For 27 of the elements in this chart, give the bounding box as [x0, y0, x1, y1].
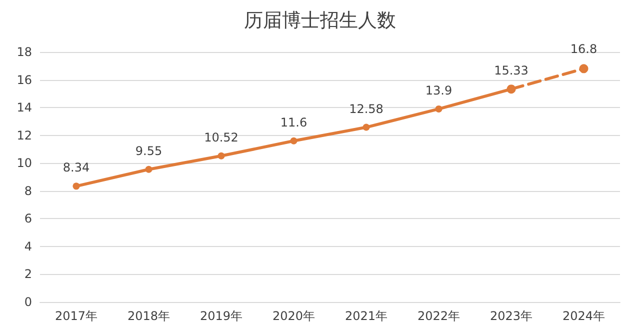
y-tick-label: 2	[24, 267, 32, 282]
x-tick-label: 2022年	[417, 309, 460, 323]
chart-title: 历届博士招生人数	[244, 10, 396, 32]
y-tick-label: 14	[16, 100, 32, 115]
y-tick-label: 0	[24, 295, 32, 309]
data-label: 11.6	[280, 115, 308, 130]
data-label: 13.9	[425, 83, 452, 98]
x-tick-label: 2018年	[127, 309, 170, 323]
x-tick-label: 2021年	[344, 309, 388, 323]
x-tick-label: 2019年	[200, 309, 243, 323]
data-label: 9.55	[135, 144, 162, 158]
y-tick-label: 8	[24, 184, 32, 198]
x-tick-label: 2023年	[490, 309, 533, 323]
y-tick-label: 16	[16, 72, 32, 87]
y-tick-label: 4	[24, 239, 32, 254]
data-label: 15.33	[494, 64, 528, 78]
y-tick-label: 10	[16, 156, 32, 170]
data-label: 12.58	[349, 102, 384, 116]
data-label: 8.34	[62, 160, 90, 175]
x-tick-label: 2020年	[272, 309, 316, 323]
x-tick-label: 2024年	[562, 309, 606, 323]
data-label: 16.8	[570, 42, 598, 56]
y-tick-label: 6	[24, 212, 32, 226]
x-tick-label: 2017年	[54, 309, 98, 323]
data-label: 10.52	[204, 130, 238, 144]
y-tick-label: 18	[16, 45, 32, 59]
y-tick-label: 12	[16, 128, 32, 142]
